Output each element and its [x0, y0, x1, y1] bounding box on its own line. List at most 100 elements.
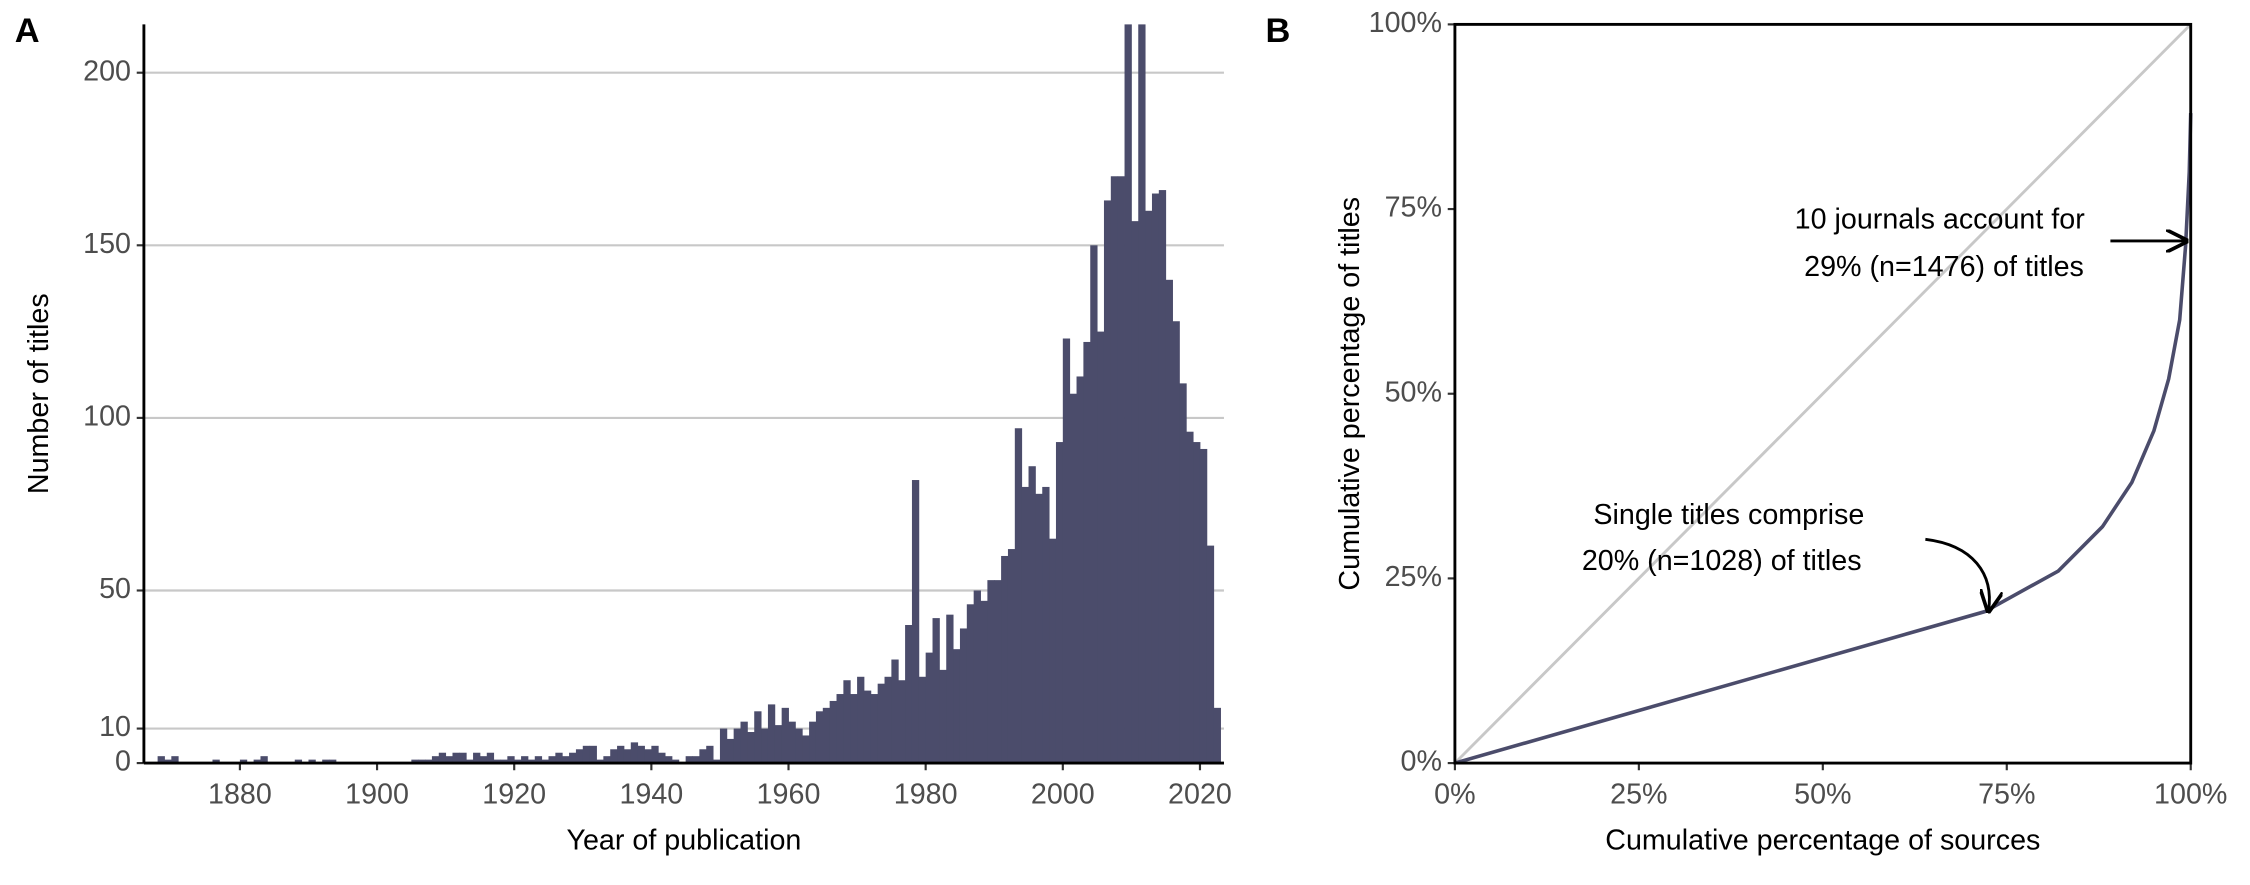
bar — [644, 749, 652, 764]
bar — [1151, 193, 1160, 764]
bar — [603, 756, 611, 764]
x-tick-label: 1900 — [345, 779, 409, 811]
x-tick-label: 1960 — [757, 779, 821, 811]
bar — [994, 580, 1002, 764]
bar — [767, 704, 776, 764]
bar — [918, 676, 927, 764]
bar — [870, 694, 879, 764]
bar — [795, 728, 803, 764]
bar — [452, 752, 460, 764]
bar — [1131, 221, 1139, 764]
annotation: Single titles comprise — [1593, 499, 1864, 531]
bar — [253, 759, 261, 764]
y-axis-title: Number of titles — [23, 293, 55, 494]
bar — [569, 752, 577, 764]
bar — [1213, 707, 1221, 764]
bar — [1110, 176, 1119, 764]
bar — [699, 749, 707, 764]
bar — [1138, 24, 1146, 764]
bar — [939, 669, 947, 764]
bar — [1001, 555, 1009, 764]
bar — [898, 680, 906, 764]
bar — [905, 625, 913, 764]
bar — [1083, 341, 1091, 764]
bar — [1103, 200, 1112, 764]
bar — [1193, 442, 1201, 764]
x-tick-label: 1880 — [208, 779, 272, 811]
bar — [891, 659, 899, 764]
bar — [1165, 279, 1173, 764]
bar — [822, 707, 831, 764]
annotation: 29% (n=1476) of titles — [1804, 251, 2084, 283]
bar — [973, 590, 981, 764]
bar — [1021, 486, 1029, 764]
bar — [1179, 383, 1187, 764]
bar — [1186, 431, 1194, 764]
bar — [308, 759, 316, 764]
bar — [1172, 321, 1180, 764]
bar — [1035, 493, 1043, 764]
bar — [555, 752, 563, 764]
bar — [617, 745, 625, 764]
bar — [651, 745, 659, 764]
bar — [966, 604, 975, 764]
bar — [1069, 393, 1077, 764]
bar — [541, 759, 549, 764]
bar — [685, 756, 693, 764]
bar — [562, 756, 570, 764]
y-tick-label: 50 — [99, 573, 131, 605]
bar — [665, 756, 673, 764]
bar — [1206, 545, 1215, 764]
bar — [459, 752, 467, 764]
bar — [486, 752, 495, 764]
y-tick-label: 75% — [1385, 192, 1442, 224]
x-tick-label: 100% — [2154, 779, 2227, 811]
x-tick-label: 25% — [1610, 779, 1667, 811]
bar — [610, 749, 618, 764]
bar — [863, 690, 872, 764]
bar — [1062, 338, 1071, 764]
bar — [726, 738, 735, 764]
bar — [843, 680, 851, 764]
bar — [884, 676, 892, 764]
x-axis-title: Year of publication — [566, 825, 801, 857]
bar — [781, 707, 789, 764]
bar — [239, 759, 248, 764]
bar — [1158, 190, 1167, 764]
bar — [479, 756, 488, 764]
x-tick-label: 2020 — [1168, 779, 1232, 811]
y-tick-label: 200 — [83, 55, 131, 87]
bar — [589, 745, 597, 764]
y-tick-label: 25% — [1385, 561, 1442, 593]
bar — [1007, 549, 1016, 764]
annotation: 20% (n=1028) of titles — [1582, 545, 1862, 577]
x-tick-label: 2000 — [1031, 779, 1095, 811]
bar — [418, 759, 426, 764]
bar — [157, 756, 165, 764]
bar — [911, 480, 920, 764]
bar — [671, 759, 680, 764]
bar — [1049, 538, 1057, 764]
bar — [1055, 442, 1064, 764]
bar — [445, 756, 453, 764]
bar — [953, 649, 961, 764]
bar — [575, 749, 584, 764]
bar — [507, 756, 515, 764]
panel-label: B — [1266, 12, 1291, 50]
bar — [1117, 176, 1125, 764]
y-tick-label: 100 — [83, 400, 131, 432]
bar — [815, 711, 824, 764]
bar — [774, 725, 783, 764]
bar — [877, 683, 885, 764]
reference-line — [1453, 23, 2192, 765]
bar — [582, 745, 591, 764]
bar — [788, 721, 796, 764]
bar — [733, 728, 741, 764]
bar — [527, 759, 536, 764]
bar — [658, 752, 666, 764]
bar — [809, 721, 817, 764]
bar — [294, 759, 303, 764]
bar — [946, 614, 954, 764]
x-tick-label: 1920 — [482, 779, 546, 811]
bar — [212, 759, 220, 764]
